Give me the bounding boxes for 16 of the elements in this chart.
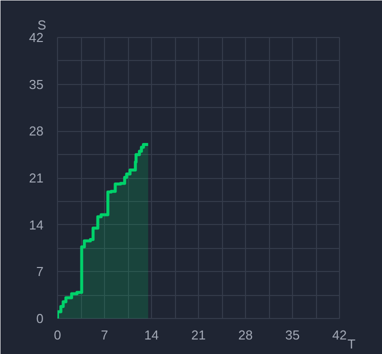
y-tick-label: 7: [36, 264, 44, 280]
y-tick-label: 0: [36, 311, 44, 326]
x-tick-label: 42: [332, 328, 347, 342]
y-tick-label: 21: [29, 170, 44, 186]
x-axis-title: T: [348, 336, 356, 352]
x-tick-label: 21: [191, 328, 206, 342]
y-tick-label: 28: [29, 124, 44, 139]
x-tick-label: 28: [238, 328, 253, 342]
x-tick-label: 35: [285, 328, 300, 342]
x-tick-label: 0: [54, 328, 62, 342]
x-tick-label: 7: [100, 328, 108, 342]
y-tick-label: 35: [29, 76, 44, 92]
y-axis-title: S: [38, 18, 46, 32]
y-tick-label: 14: [29, 217, 44, 232]
y-tick-label: 42: [29, 30, 44, 45]
x-tick-label: 14: [144, 328, 159, 342]
